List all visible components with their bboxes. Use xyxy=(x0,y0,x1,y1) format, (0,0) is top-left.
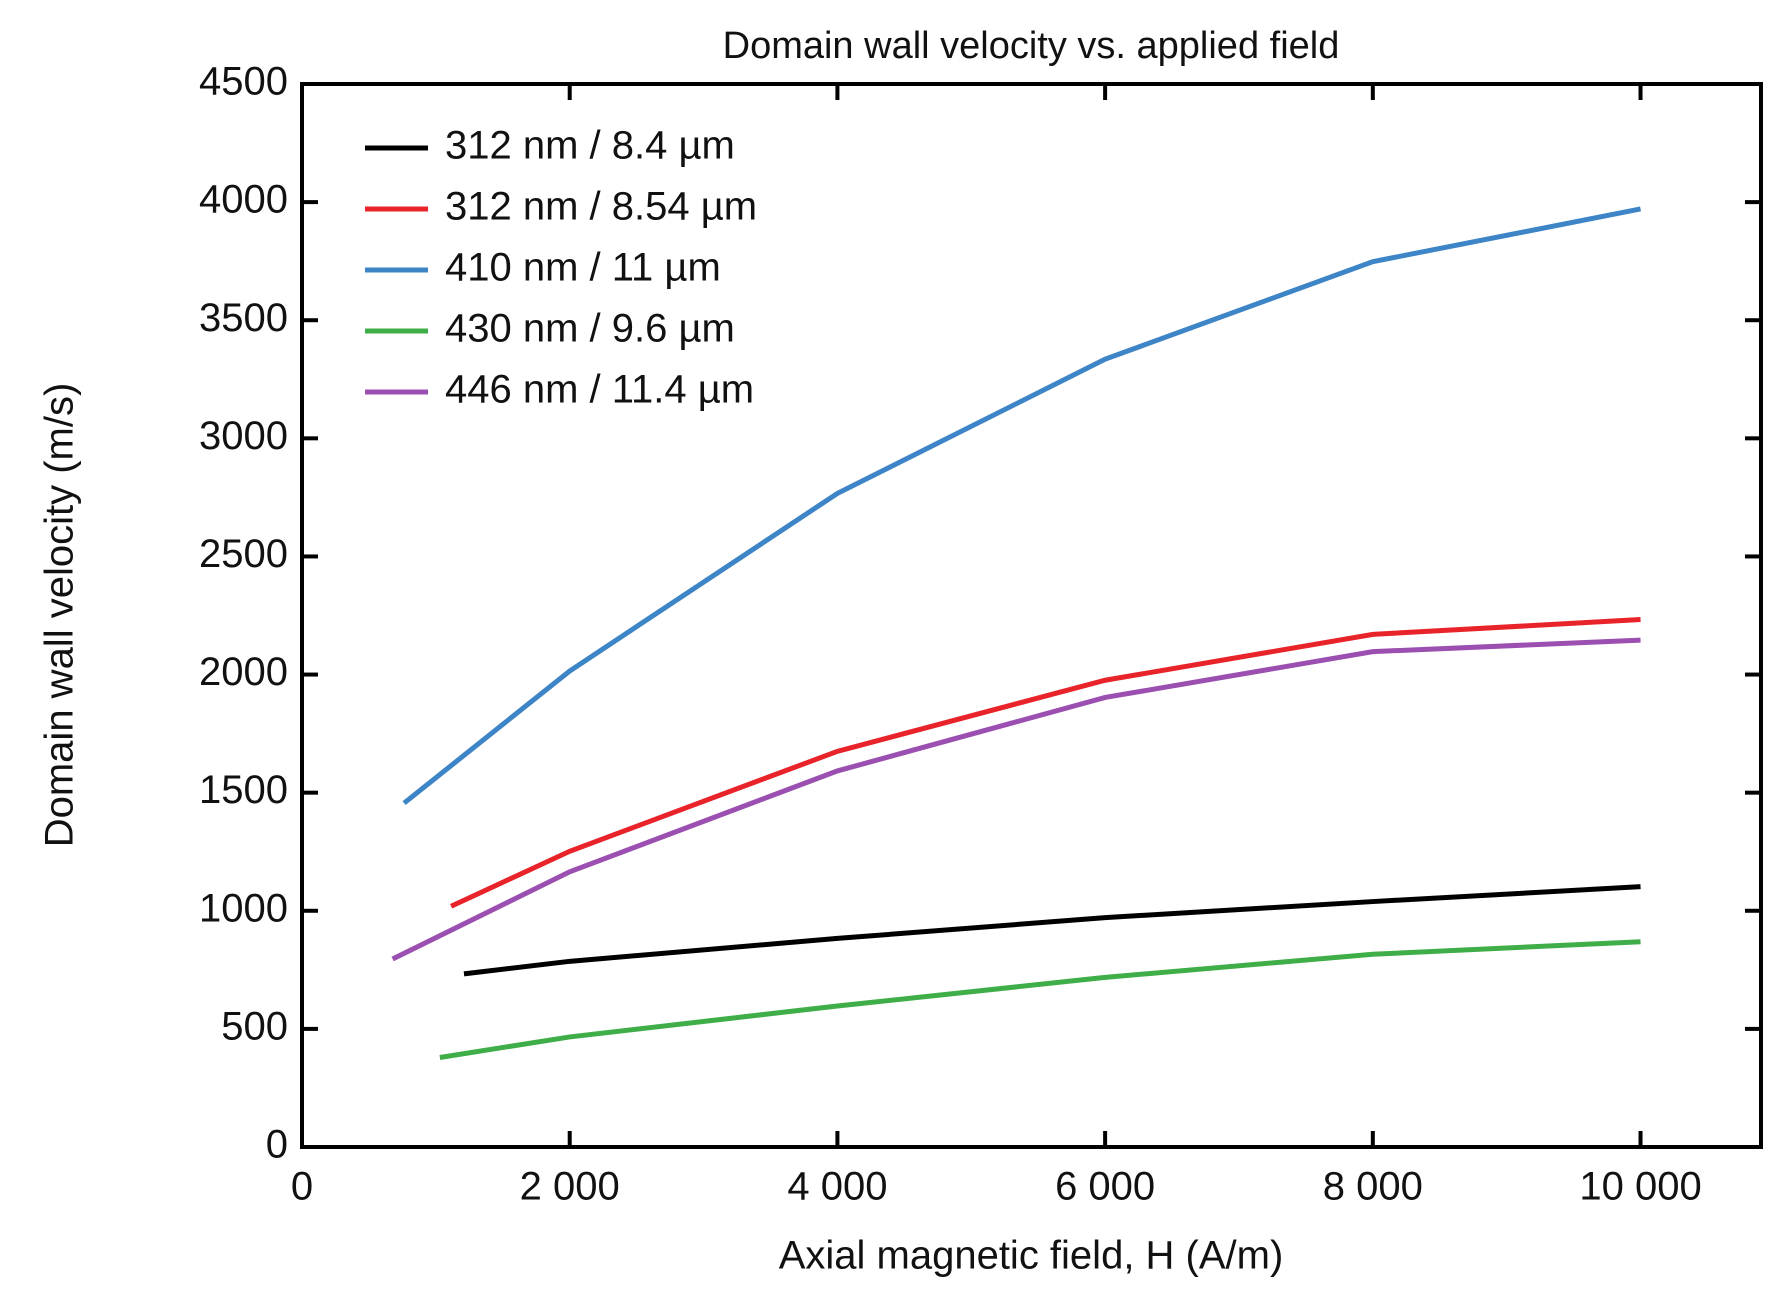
x-tick-label: 10 000 xyxy=(1579,1165,1701,1209)
legend-label: 446 nm / 11.4 µm xyxy=(445,368,754,412)
y-tick-label: 500 xyxy=(221,1004,288,1048)
x-tick-label: 6 000 xyxy=(1055,1165,1155,1209)
y-tick-label: 2500 xyxy=(199,532,288,576)
line-series xyxy=(402,206,1642,806)
y-tick-label: 2000 xyxy=(199,650,288,694)
y-tick-label: 3000 xyxy=(199,414,288,458)
legend-label: 410 nm / 11 µm xyxy=(445,246,721,290)
y-tick-label: 0 xyxy=(266,1123,288,1167)
y-tick-label: 1500 xyxy=(199,768,288,812)
y-tick-label: 3500 xyxy=(199,296,288,340)
legend-label: 312 nm / 8.4 µm xyxy=(445,124,735,168)
line-series xyxy=(463,884,1641,977)
y-axis-label: Domain wall velocity (m/s) xyxy=(38,383,82,848)
x-tick-label: 2 000 xyxy=(520,1165,620,1209)
line-series xyxy=(450,617,1641,909)
x-axis-label: Axial magnetic field, H (A/m) xyxy=(779,1234,1284,1278)
line-series xyxy=(439,939,1641,1060)
x-tick-label: 4 000 xyxy=(787,1165,887,1209)
plot-frame xyxy=(300,82,1763,1149)
x-tick-label: 0 xyxy=(291,1165,313,1209)
legend-label: 430 nm / 9.6 µm xyxy=(445,307,735,351)
y-tick-label: 1000 xyxy=(199,886,288,930)
line-series xyxy=(391,637,1641,962)
chart-title: Domain wall velocity vs. applied field xyxy=(723,25,1340,67)
x-tick-label: 8 000 xyxy=(1323,1165,1423,1209)
y-tick-label: 4500 xyxy=(199,60,288,104)
legend-label: 312 nm / 8.54 µm xyxy=(445,185,757,229)
y-tick-label: 4000 xyxy=(199,178,288,222)
